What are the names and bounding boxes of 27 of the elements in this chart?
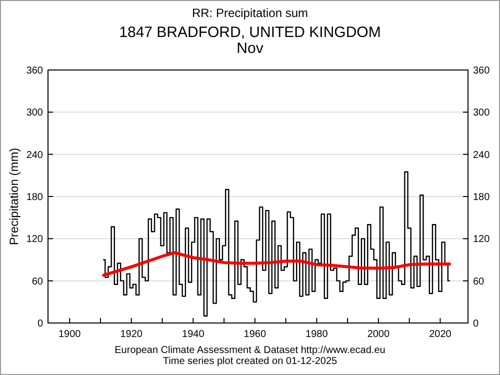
chart-subtitle: 1847 BRADFORD, UNITED KINGDOM Nov <box>119 24 381 57</box>
y2-tick-label: 0 <box>473 318 479 330</box>
text: Time series plot created on 01-12-2025 <box>162 356 338 367</box>
x-tick-label: 1920 <box>120 329 143 340</box>
x-tick-label: 1960 <box>244 329 266 340</box>
y-axis-title: Precipitation (mm) <box>7 148 21 246</box>
x-tick-label: 1940 <box>182 329 205 340</box>
y-tick-label: 300 <box>26 108 44 119</box>
line-series <box>102 251 451 277</box>
y-tick-label: 0 <box>37 318 44 330</box>
x-tick-label: 2020 <box>429 329 452 340</box>
y-tick-label: 180 <box>26 192 44 203</box>
chart-title: RR: Precipitation sum <box>192 6 308 20</box>
y-tick-label: 240 <box>26 150 44 161</box>
y-tick-label: 120 <box>26 234 44 246</box>
x-tick-label: 1980 <box>306 329 328 340</box>
y2-tick-label: 120 <box>473 234 490 246</box>
text: European Climate Assessment & Dataset http://www.ecad.eu <box>114 345 386 356</box>
y2-tick-label: 240 <box>473 150 490 161</box>
y2-tick-label: 360 <box>473 66 490 76</box>
y2-tick-label: 60 <box>473 276 485 288</box>
y2-tick-label: 180 <box>473 192 490 203</box>
y2-tick-label: 300 <box>473 108 490 119</box>
x-tick-label: 1900 <box>58 329 82 340</box>
y-tick-label: 60 <box>32 276 44 288</box>
y-tick-label: 360 <box>26 66 44 76</box>
x-tick-label: 2000 <box>367 329 390 340</box>
